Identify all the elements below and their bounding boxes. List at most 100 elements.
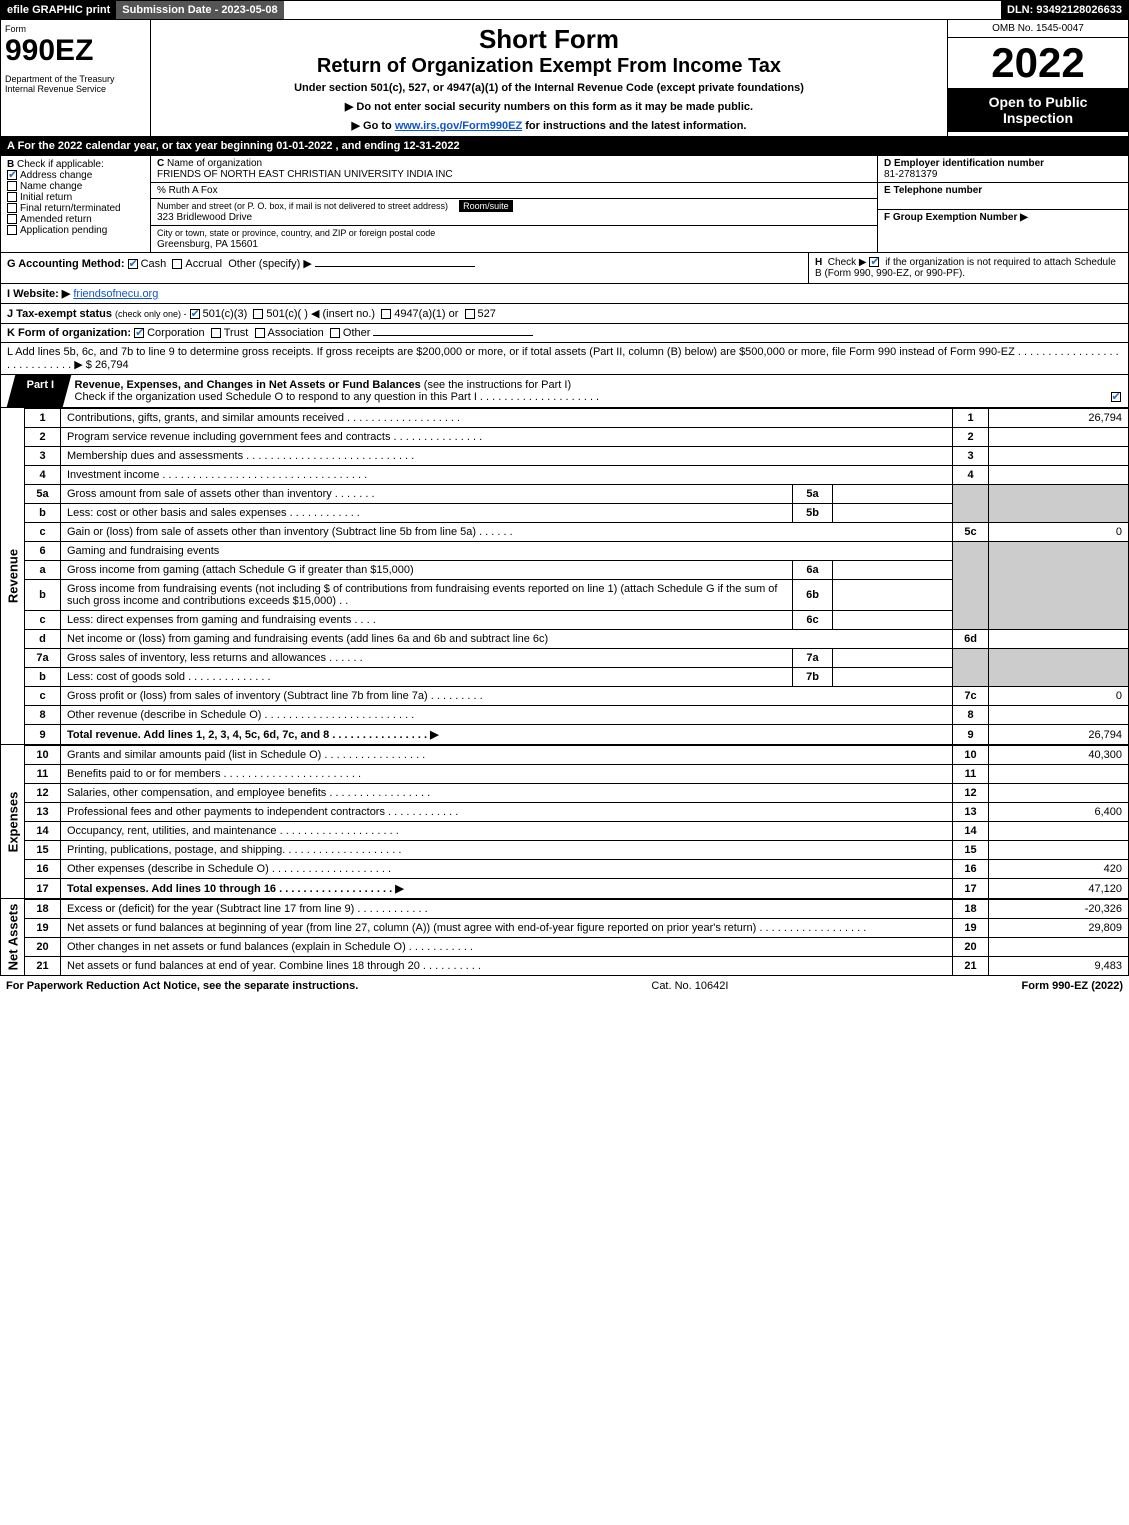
checkbox-final-return[interactable]	[7, 203, 17, 213]
section-j: J Tax-exempt status (check only one) - 5…	[0, 304, 1129, 324]
line-6d-num: d	[25, 630, 61, 649]
h-check-arrow: Check ▶	[828, 257, 867, 268]
line-7a: 7aGross sales of inventory, less returns…	[25, 649, 1129, 668]
title-return: Return of Organization Exempt From Incom…	[155, 55, 943, 78]
section-g: G Accounting Method: Cash Accrual Other …	[1, 253, 808, 283]
c-street-label: Number and street (or P. O. box, if mail…	[157, 201, 448, 211]
section-h: H Check ▶ if the organization is not req…	[808, 253, 1128, 283]
checkbox-4947[interactable]	[381, 309, 391, 319]
line-12-num: 12	[25, 784, 61, 803]
line-10-num: 10	[25, 746, 61, 765]
public-inspection-badge: Open to Public Inspection	[948, 88, 1128, 132]
line-5b-desc: Less: cost or other basis and sales expe…	[61, 504, 793, 523]
checkbox-cash[interactable]	[128, 259, 138, 269]
line-8-desc: Other revenue (describe in Schedule O) .…	[61, 706, 953, 725]
line-6a-desc: Gross income from gaming (attach Schedul…	[61, 561, 793, 580]
k-label: K Form of organization:	[7, 327, 131, 339]
line-20-rnum: 20	[953, 938, 989, 957]
expenses-table: 10Grants and similar amounts paid (list …	[24, 745, 1129, 899]
g-other-blank[interactable]	[315, 266, 475, 267]
line-13-desc: Professional fees and other payments to …	[61, 803, 953, 822]
c-city-label: City or town, state or province, country…	[157, 228, 435, 238]
line-12-rnum: 12	[953, 784, 989, 803]
line-7c-rnum: 7c	[953, 687, 989, 706]
checkbox-address-change[interactable]	[7, 170, 17, 180]
line-6b-inbox: 6b	[793, 580, 833, 611]
line-9-desc: Total revenue. Add lines 1, 2, 3, 4, 5c,…	[61, 725, 953, 745]
c-name-label: Name of organization	[167, 158, 262, 169]
revenue-label: Revenue	[5, 549, 20, 603]
section-k: K Form of organization: Corporation Trus…	[0, 324, 1129, 343]
line-4-num: 4	[25, 466, 61, 485]
checkbox-h[interactable]	[869, 257, 879, 267]
checkbox-amended-return[interactable]	[7, 214, 17, 224]
j-501c3: 501(c)(3)	[203, 308, 248, 320]
line-7c-desc: Gross profit or (loss) from sales of inv…	[61, 687, 953, 706]
checkbox-corporation[interactable]	[134, 328, 144, 338]
line-7c: cGross profit or (loss) from sales of in…	[25, 687, 1129, 706]
form-header-center: Short Form Return of Organization Exempt…	[151, 20, 948, 136]
line-2-rnum: 2	[953, 428, 989, 447]
tax-year: 2022	[948, 38, 1128, 88]
line-3: 3Membership dues and assessments . . . .…	[25, 447, 1129, 466]
section-d: D Employer identification number 81-2781…	[878, 156, 1128, 183]
form-header-left: Form 990EZ Department of the Treasury In…	[1, 20, 151, 136]
line-4-rnum: 4	[953, 466, 989, 485]
section-i: I Website: ▶ friendsofnecu.org	[0, 284, 1129, 304]
line-5b-num: b	[25, 504, 61, 523]
line-20-num: 20	[25, 938, 61, 957]
line-6c-inbox: 6c	[793, 611, 833, 630]
part1-title: Revenue, Expenses, and Changes in Net As…	[75, 379, 421, 391]
checkbox-initial-return[interactable]	[7, 192, 17, 202]
line-13-num: 13	[25, 803, 61, 822]
line-18-desc: Excess or (deficit) for the year (Subtra…	[61, 900, 953, 919]
line-20-val	[989, 938, 1129, 957]
submission-date: Submission Date - 2023-05-08	[116, 1, 283, 19]
checkbox-application-pending[interactable]	[7, 225, 17, 235]
g-label: G Accounting Method:	[7, 258, 125, 270]
checkbox-501c3[interactable]	[190, 309, 200, 319]
efile-label[interactable]: efile GRAPHIC print	[1, 1, 116, 19]
section-b: B Check if applicable: Address change Na…	[1, 156, 151, 252]
line-19-num: 19	[25, 919, 61, 938]
k-other-blank[interactable]	[373, 335, 533, 336]
line-14-rnum: 14	[953, 822, 989, 841]
checkbox-trust[interactable]	[211, 328, 221, 338]
line-14-val	[989, 822, 1129, 841]
checkbox-other-org[interactable]	[330, 328, 340, 338]
expenses-section: Expenses 10Grants and similar amounts pa…	[0, 745, 1129, 899]
k-assoc: Association	[268, 327, 324, 339]
omb-number: OMB No. 1545-0047	[948, 20, 1128, 38]
line-5b-inbox: 5b	[793, 504, 833, 523]
form-number: 990EZ	[5, 34, 146, 68]
b-check-label: Check if applicable:	[17, 159, 104, 170]
line-13-rnum: 13	[953, 803, 989, 822]
line-5c-rnum: 5c	[953, 523, 989, 542]
checkbox-501c[interactable]	[253, 309, 263, 319]
part1-tab: Part I	[7, 375, 71, 407]
website-link[interactable]: friendsofnecu.org	[73, 288, 158, 300]
line-5ab-shadeval	[989, 485, 1129, 523]
gh-row: G Accounting Method: Cash Accrual Other …	[0, 253, 1129, 284]
expenses-sidelabel: Expenses	[0, 745, 24, 899]
line-17-rnum: 17	[953, 879, 989, 899]
checkbox-association[interactable]	[255, 328, 265, 338]
checkbox-name-change[interactable]	[7, 181, 17, 191]
checkbox-527[interactable]	[465, 309, 475, 319]
checkbox-accrual[interactable]	[172, 259, 182, 269]
line-17: 17Total expenses. Add lines 10 through 1…	[25, 879, 1129, 899]
line-1-val: 26,794	[989, 409, 1129, 428]
line-5a-num: 5a	[25, 485, 61, 504]
checkbox-part1[interactable]	[1111, 392, 1121, 402]
j-501c: 501(c)( ) ◀ (insert no.)	[266, 308, 375, 320]
d-label: D Employer identification number	[884, 158, 1044, 169]
revenue-section: Revenue 1Contributions, gifts, grants, a…	[0, 408, 1129, 745]
line-7a-desc: Gross sales of inventory, less returns a…	[61, 649, 793, 668]
i-label: I Website: ▶	[7, 288, 70, 300]
j-label: J Tax-exempt status	[7, 308, 112, 320]
irs-link[interactable]: www.irs.gov/Form990EZ	[395, 120, 522, 132]
section-l: L Add lines 5b, 6c, and 7b to line 9 to …	[0, 343, 1129, 375]
line-18-val: -20,326	[989, 900, 1129, 919]
line-12: 12Salaries, other compensation, and empl…	[25, 784, 1129, 803]
line-12-val	[989, 784, 1129, 803]
